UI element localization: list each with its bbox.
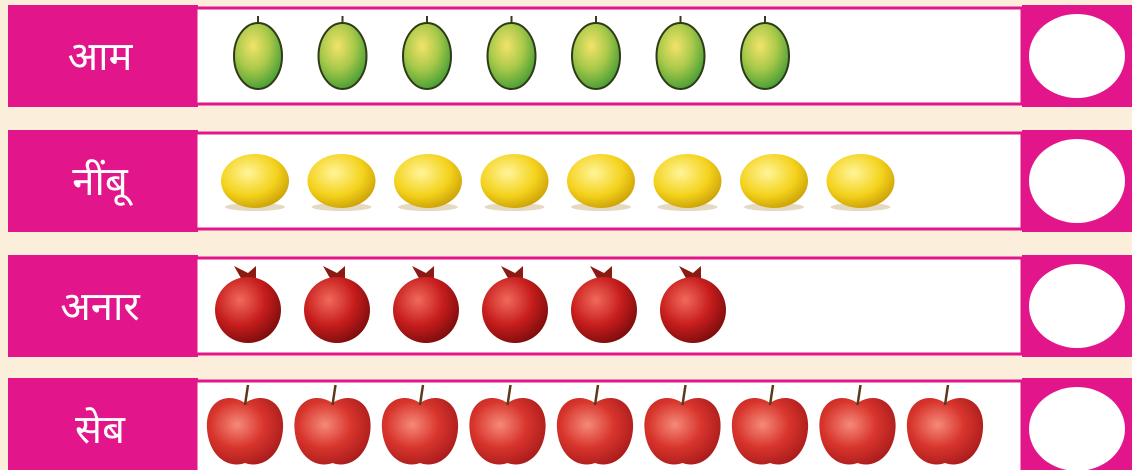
pomegranate	[482, 277, 548, 343]
pomegranate	[393, 277, 459, 343]
apple	[819, 398, 896, 465]
fruit-name: अनार	[60, 284, 140, 330]
label-panel	[8, 130, 198, 232]
answer-circle	[1029, 387, 1125, 470]
apple	[731, 398, 809, 465]
pomegranate	[660, 277, 726, 343]
fruit-name: सेब	[75, 407, 126, 453]
mango	[740, 22, 790, 90]
stem	[681, 384, 687, 406]
label-panel	[8, 5, 198, 107]
apple	[644, 398, 721, 465]
stem	[243, 384, 250, 406]
apple	[906, 398, 984, 465]
label-panel	[8, 378, 198, 470]
apple	[206, 398, 284, 465]
stem	[856, 384, 862, 406]
fruit-row: नींबू	[8, 130, 1132, 232]
lemon	[307, 154, 376, 208]
stem	[768, 384, 775, 406]
fruit-row: अनार	[8, 255, 1132, 357]
fruit-row: आम	[8, 5, 1132, 107]
lemon	[221, 154, 289, 208]
stem	[593, 384, 600, 406]
lemon	[653, 154, 722, 208]
lemon	[394, 154, 462, 208]
fruit-name: आम	[68, 34, 134, 80]
crown	[234, 266, 256, 280]
fruit-row: सेब	[8, 378, 1132, 470]
mango	[233, 22, 283, 90]
apple	[381, 398, 459, 465]
apple	[556, 398, 634, 465]
stem	[943, 384, 950, 406]
stem	[506, 384, 512, 406]
mango	[317, 22, 368, 90]
crown	[501, 266, 523, 280]
stem	[331, 384, 337, 406]
fruit-name: नींबू	[72, 159, 133, 206]
lemon	[567, 154, 635, 208]
mango	[655, 22, 706, 90]
lemon	[740, 154, 808, 208]
answer-circle	[1029, 264, 1125, 348]
mango	[571, 22, 621, 90]
pomegranate	[215, 277, 281, 343]
pomegranate	[304, 277, 370, 343]
apple	[294, 398, 371, 465]
label-panel	[8, 255, 198, 357]
crown	[679, 266, 701, 280]
crown	[412, 266, 434, 280]
crown	[323, 266, 345, 280]
apple	[469, 398, 546, 465]
answer-circle	[1029, 14, 1125, 98]
crown	[590, 266, 612, 280]
mango	[486, 22, 537, 90]
lemon	[480, 154, 549, 208]
stem	[418, 384, 425, 406]
lemon	[826, 154, 895, 208]
answer-circle	[1029, 139, 1125, 223]
mango	[402, 22, 452, 90]
pomegranate	[571, 277, 637, 343]
